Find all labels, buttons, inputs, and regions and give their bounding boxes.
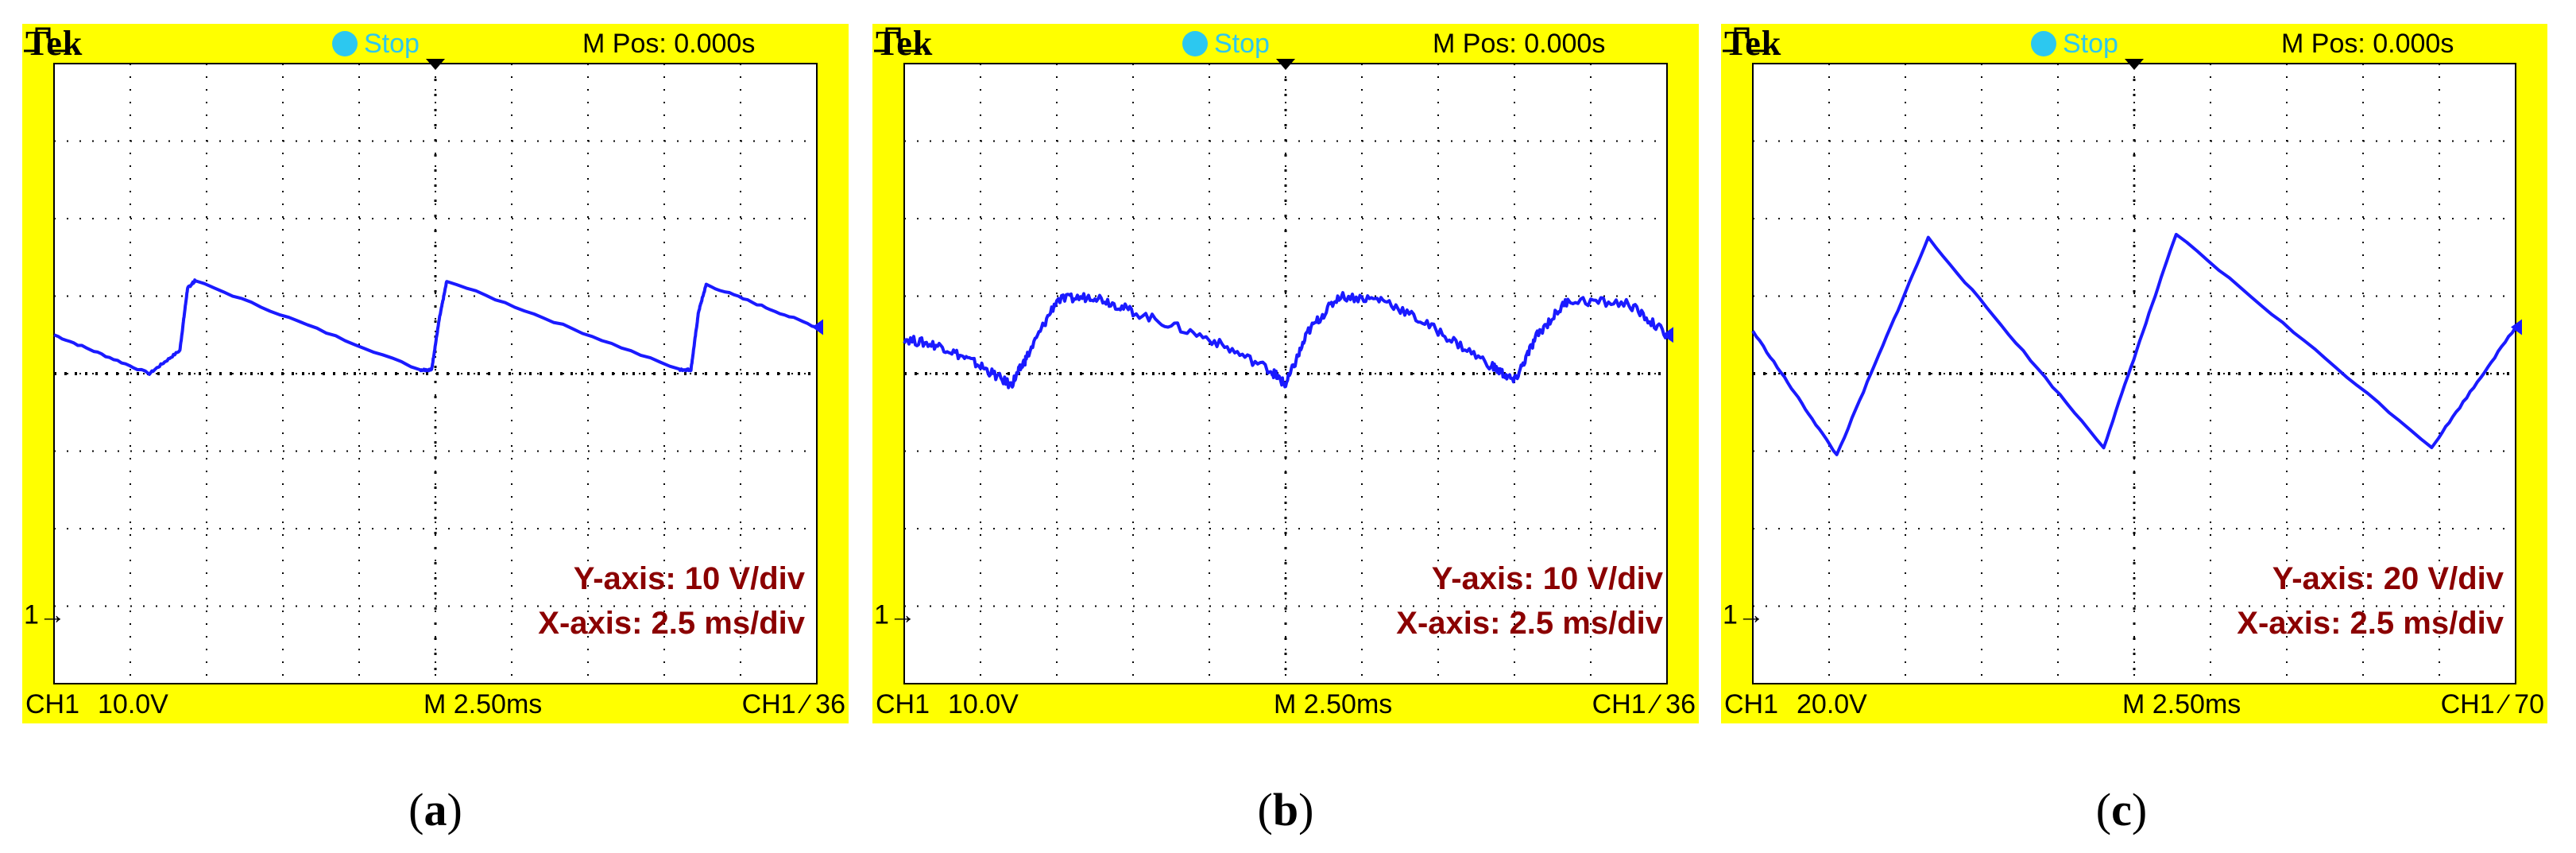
caption-c: (c) bbox=[2095, 784, 2148, 836]
waveform-trace bbox=[903, 291, 1669, 390]
x-axis-note: X-axis: 2.5 ms/div bbox=[1396, 606, 1663, 641]
waveform-plot: 1→ bbox=[24, 59, 823, 684]
x-axis-note: X-axis: 2.5 ms/div bbox=[2237, 606, 2504, 641]
volts-per-div: 10.0V bbox=[98, 689, 168, 719]
axis-notes: Y-axis: 20 V/div X-axis: 2.5 ms/div bbox=[2237, 556, 2504, 646]
run-status: Stop bbox=[1214, 29, 1270, 59]
m-position: M Pos: 0.000s bbox=[582, 29, 756, 59]
trigger-label: CH1 ∕ 70 bbox=[2440, 689, 2544, 719]
brand-label: Tek bbox=[876, 24, 934, 63]
waveform-trace bbox=[53, 278, 818, 376]
run-status-icon bbox=[1182, 31, 1208, 56]
channel-label: CH1 bbox=[876, 689, 930, 719]
trigger-level-marker bbox=[812, 319, 823, 335]
y-axis-note: Y-axis: 20 V/div bbox=[2272, 561, 2504, 596]
trigger-label: CH1 ∕ 36 bbox=[741, 689, 845, 719]
x-axis-note: X-axis: 2.5 ms/div bbox=[538, 606, 805, 641]
trigger-pulse-icon bbox=[24, 27, 67, 52]
brand-label: Tek bbox=[25, 24, 83, 63]
y-axis-note: Y-axis: 10 V/div bbox=[1431, 561, 1663, 596]
caption-a: (a) bbox=[408, 784, 462, 836]
trigger-label: CH1 ∕ 36 bbox=[1592, 689, 1696, 719]
time-per-div: M 2.50ms bbox=[1274, 689, 1393, 719]
brand-label: Tek bbox=[1724, 24, 1782, 63]
volts-per-div: 20.0V bbox=[1797, 689, 1867, 719]
ground-marker: 1→ bbox=[874, 599, 916, 630]
run-status: Stop bbox=[2063, 29, 2118, 59]
time-per-div: M 2.50ms bbox=[2122, 689, 2241, 719]
channel-label: CH1 bbox=[1724, 689, 1779, 719]
trigger-level-marker bbox=[2511, 319, 2522, 335]
trigger-level-marker bbox=[1662, 327, 1673, 343]
oscilloscope-panel-c: Tek Stop M Pos: 0.000s 1→ CH1 20.0V M 2.… bbox=[1721, 24, 2547, 723]
waveform-plot: 1→ bbox=[874, 59, 1673, 684]
waveform-trace bbox=[1751, 232, 2517, 456]
trigger-position-marker bbox=[426, 59, 445, 70]
y-axis-note: Y-axis: 10 V/div bbox=[573, 561, 805, 596]
time-per-div: M 2.50ms bbox=[424, 689, 543, 719]
volts-per-div: 10.0V bbox=[948, 689, 1019, 719]
m-position: M Pos: 0.000s bbox=[2281, 29, 2454, 59]
ground-marker: 1→ bbox=[1723, 599, 1765, 630]
oscilloscope-panel-b: Tek Stop M Pos: 0.000s 1→ CH1 10.0V M 2.… bbox=[872, 24, 1699, 723]
ground-marker: 1→ bbox=[24, 599, 66, 630]
trigger-pulse-icon bbox=[874, 27, 917, 52]
axis-notes: Y-axis: 10 V/div X-axis: 2.5 ms/div bbox=[538, 556, 805, 646]
trigger-pulse-icon bbox=[1723, 27, 1766, 52]
caption-b: (b) bbox=[1257, 784, 1314, 836]
trigger-position-marker bbox=[2125, 59, 2144, 70]
oscilloscope-panel-a: Tek Stop M Pos: 0.000s 1→ CH1 10.0V M 2.… bbox=[22, 24, 849, 723]
run-status-icon bbox=[2031, 31, 2056, 56]
axis-notes: Y-axis: 10 V/div X-axis: 2.5 ms/div bbox=[1396, 556, 1663, 646]
run-status: Stop bbox=[364, 29, 420, 59]
m-position: M Pos: 0.000s bbox=[1433, 29, 1606, 59]
waveform-plot: 1→ bbox=[1723, 59, 2522, 684]
run-status-icon bbox=[332, 31, 358, 56]
trigger-position-marker bbox=[1276, 59, 1295, 70]
channel-label: CH1 bbox=[25, 689, 80, 719]
